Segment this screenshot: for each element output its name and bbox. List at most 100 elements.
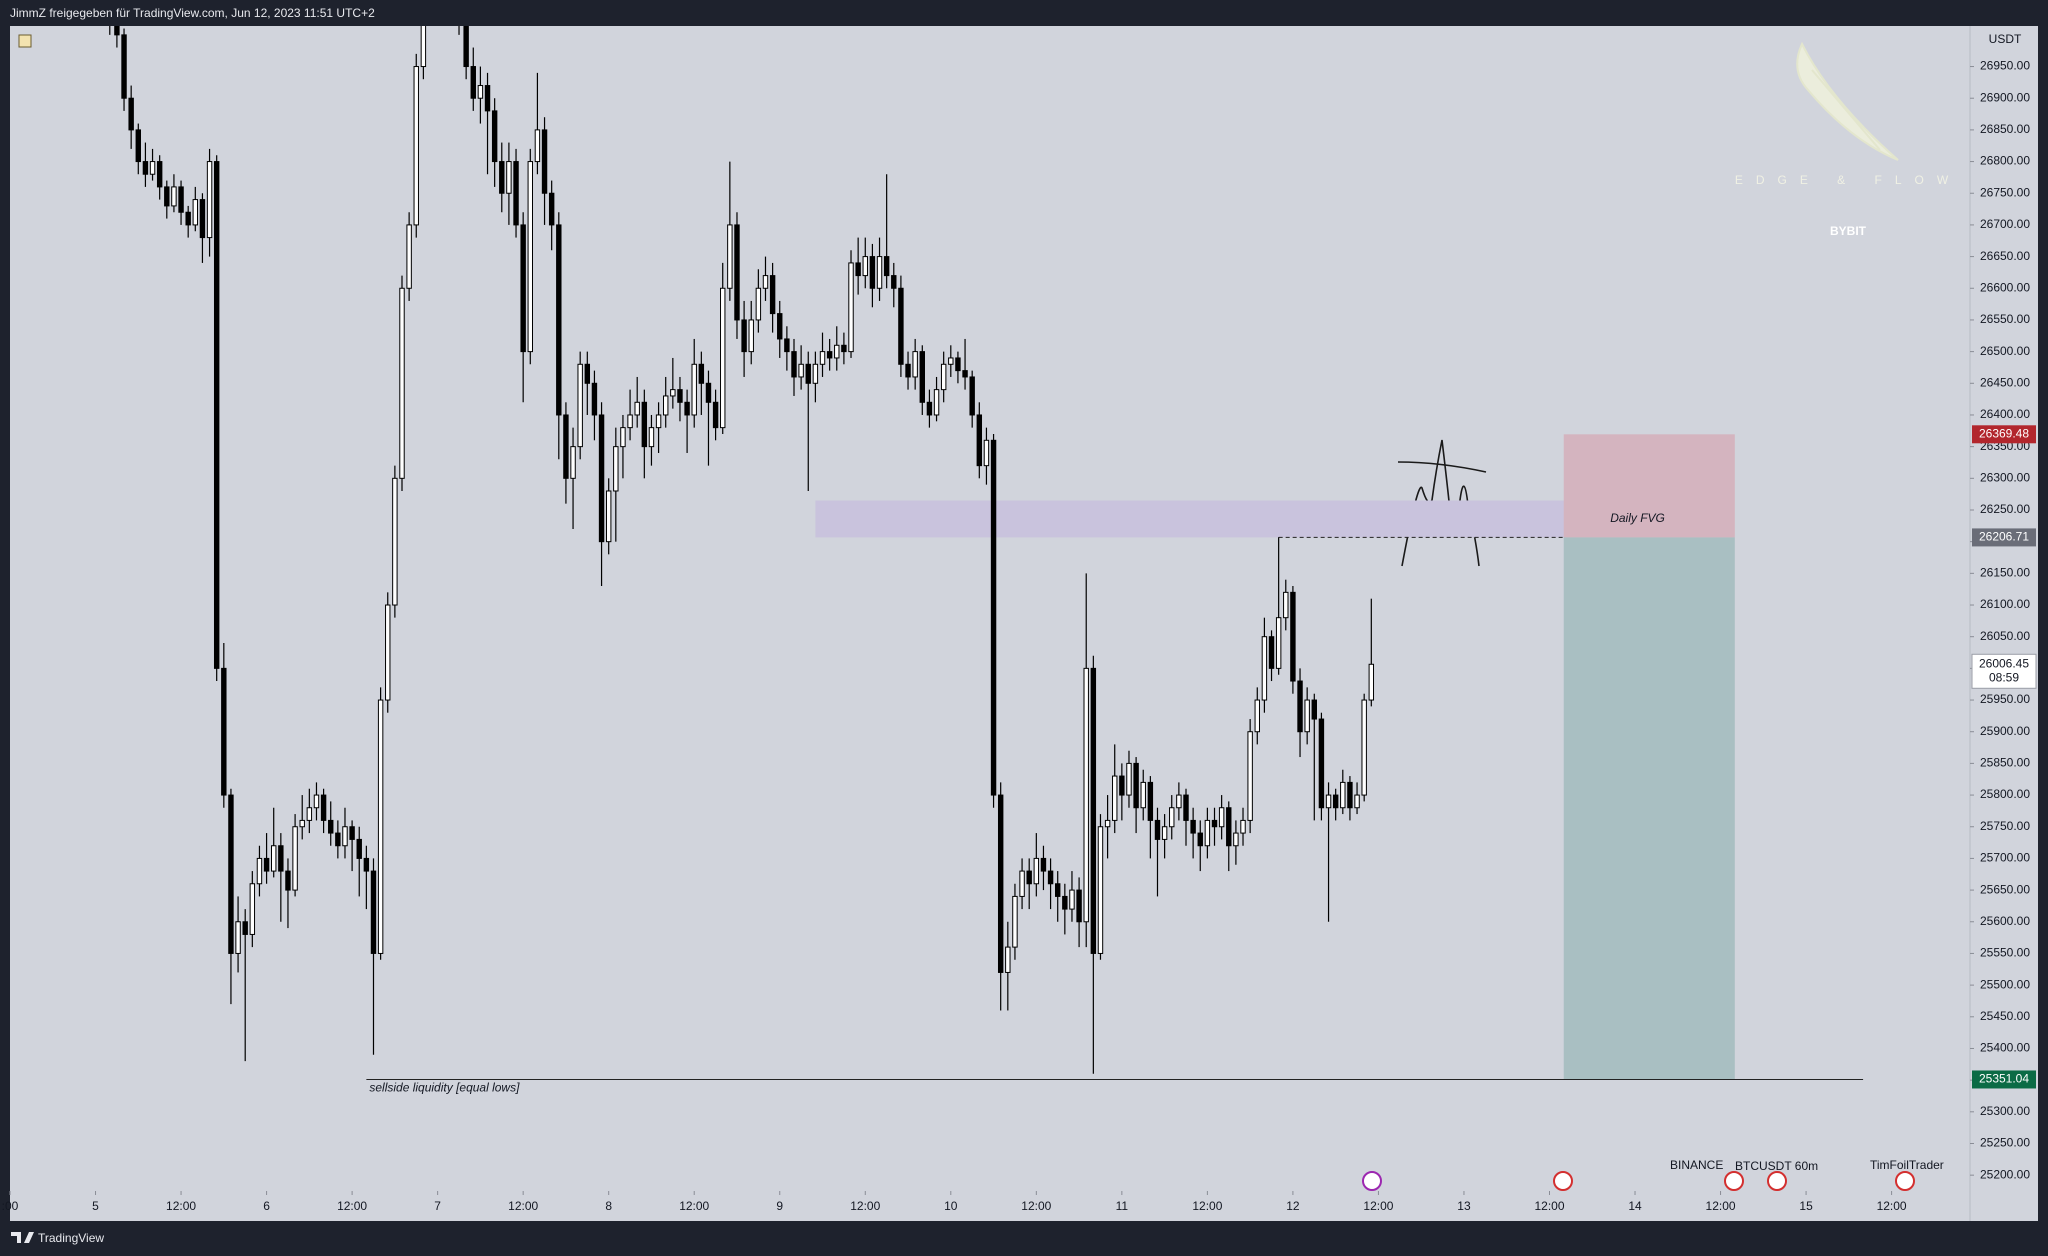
y-tick-label: 25500.00 [1980,977,2030,991]
candle-body [1197,832,1203,847]
x-tick-label: 12:00 [1706,1199,1736,1213]
candle-body [263,857,270,872]
candle-body [1354,794,1360,809]
candle-body [392,477,398,606]
candle-body [1218,807,1225,828]
target-tag-label: 25351.04 [1979,1072,2029,1086]
candle-body [684,401,690,416]
y-tick-label: 26750.00 [1980,185,2030,199]
entry-tag-label: 26206.71 [1979,530,2029,544]
candle-body [320,794,327,821]
candle-body [1332,794,1339,809]
candle-body [306,807,313,821]
candle-body [1169,807,1175,828]
y-tick-label: 25850.00 [1980,756,2030,770]
candle-body [178,186,184,213]
candle-body [677,389,683,403]
y-tick-label: 26800.00 [1980,154,2030,168]
x-tick-label: 14 [1628,1199,1642,1213]
candle-body [1311,699,1318,720]
y-tick-label: 25750.00 [1980,819,2030,833]
liquidity-label: sellside liquidity [equal lows] [369,1081,520,1095]
y-tick-label: 26100.00 [1980,597,2030,611]
candle-body [1069,889,1075,910]
candle-body [926,401,933,416]
x-tick-label: :00 [2,1199,19,1213]
candle-body [377,699,384,954]
candle-body [1325,794,1332,809]
y-tick-label: 25400.00 [1980,1041,2030,1055]
last-price-label: 26006.45 [1979,656,2029,670]
candle-body [235,921,241,954]
note-icon[interactable] [18,34,32,48]
candle-body [342,826,348,847]
y-tick-label: 25650.00 [1980,882,2030,896]
x-tick-label: 8 [605,1199,612,1213]
candle-body [712,401,719,429]
watermark-logo [1796,41,1899,161]
candle-body [605,490,612,543]
candle-body [149,161,156,175]
candle-body [1318,718,1325,809]
x-tick-label: 12 [1286,1199,1300,1213]
candle-body [748,319,754,353]
candle-body [399,287,405,479]
candle-body [213,161,220,669]
candle-body [1083,667,1089,923]
candle-body [784,338,790,353]
candle-body [477,85,484,99]
candle-body [206,161,213,239]
candle-body [655,414,662,429]
candle-body [741,319,747,353]
candle-body [577,363,583,448]
stop-tag [1972,425,2036,444]
candle-body [292,826,298,891]
y-tick-label: 25900.00 [1980,724,2030,738]
candle-body [727,224,733,289]
x-tick-label: 5 [92,1199,99,1213]
candle-body [798,363,804,378]
candle-body [142,161,149,175]
candle-body [328,819,334,834]
y-tick-label: 25700.00 [1980,851,2030,865]
candle-body [185,211,191,226]
stop-tag-label: 26369.48 [1979,426,2029,440]
candle-body [1233,832,1239,847]
candle-body [777,313,783,340]
y-tick-label: 26150.00 [1980,566,2030,580]
candle-body [563,414,569,479]
y-tick-label: 25450.00 [1980,1009,2030,1023]
target-zone [1563,537,1735,1080]
candle-body [420,26,427,68]
entry-tag [1972,528,2036,547]
candle-body [1054,883,1061,897]
candle-body [591,382,598,416]
candle-body [948,357,954,365]
y-tick-label: 26650.00 [1980,249,2030,263]
candle-body [698,363,705,384]
candle-body [919,351,926,403]
candle-body [969,376,975,416]
y-tick-label: 26700.00 [1980,217,2030,231]
candle-body [1047,870,1054,885]
countdown-label: 08:59 [1989,670,2019,684]
candle-body [256,857,263,885]
x-tick-label: 12:00 [1877,1199,1907,1213]
y-tick-label: 26450.00 [1980,375,2030,389]
brand-label: TradingView [38,1231,104,1245]
candle-body [171,186,177,207]
candle-body [406,224,412,289]
y-tick-label: 26500.00 [1980,344,2030,358]
candle-body [762,275,769,289]
y-tick-label: 26550.00 [1980,312,2030,326]
candle-body [1119,775,1125,796]
y-tick-label: 26950.00 [1980,59,2030,73]
y-tick-label: 26850.00 [1980,122,2030,136]
candle-body [805,363,811,384]
plot-area: Daily FVG sellside liquidity [equal lows] [109,26,1864,1095]
candle-body [1240,819,1246,834]
candle-body [841,344,847,353]
candle-body [156,161,163,188]
candle-body [912,351,918,378]
candle-body [1005,946,1011,973]
